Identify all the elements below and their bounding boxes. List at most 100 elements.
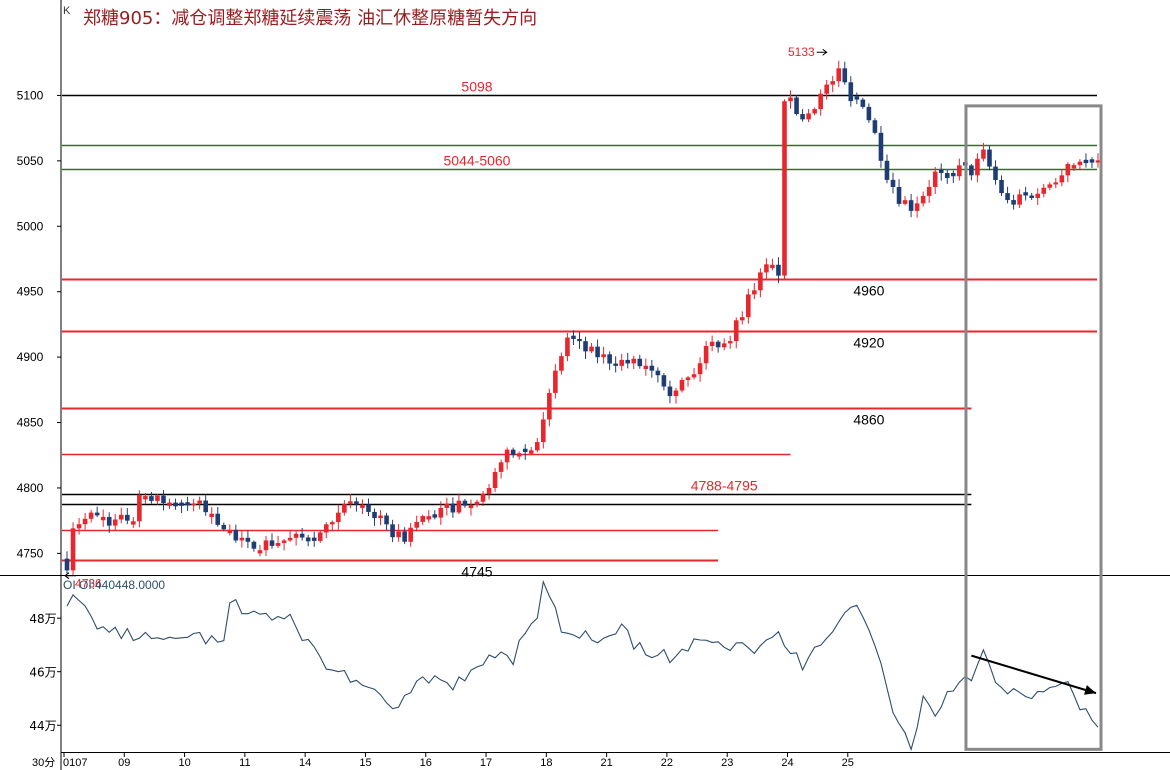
price-levels: 5098 5044-5060 4960 4920 4860 4788-4795 4745 bbox=[62, 79, 1097, 580]
candle bbox=[860, 97, 866, 109]
candle bbox=[607, 351, 612, 371]
time-axis: 0107 09 10 11 14 15 16 17 18 21 22 23 24 25 bbox=[63, 752, 854, 769]
candle bbox=[474, 499, 480, 508]
candle bbox=[149, 492, 154, 504]
candle-body bbox=[203, 500, 208, 513]
candle bbox=[317, 530, 323, 543]
candle bbox=[1071, 163, 1077, 172]
candle-body bbox=[999, 179, 1004, 194]
candle-body bbox=[209, 513, 215, 517]
candle bbox=[112, 513, 118, 531]
candle bbox=[957, 158, 962, 181]
candle-body bbox=[257, 550, 263, 554]
candle-body bbox=[100, 516, 106, 521]
candle bbox=[348, 494, 353, 509]
candle bbox=[179, 499, 184, 514]
candle-body bbox=[993, 166, 998, 180]
candle-body bbox=[1017, 194, 1022, 205]
candle-body bbox=[613, 363, 618, 366]
candle-body bbox=[456, 500, 462, 513]
candle bbox=[131, 517, 136, 528]
candle-body bbox=[408, 527, 413, 542]
candle-body bbox=[263, 540, 269, 551]
candle bbox=[565, 332, 570, 362]
candle bbox=[450, 497, 456, 518]
candle-body bbox=[450, 503, 456, 513]
candle bbox=[275, 535, 281, 548]
candle bbox=[951, 170, 956, 184]
candle bbox=[486, 483, 492, 500]
candle bbox=[197, 496, 202, 510]
candle bbox=[137, 490, 142, 528]
candle-body bbox=[293, 533, 299, 538]
candle-body bbox=[1011, 200, 1016, 205]
candle-body bbox=[64, 558, 70, 571]
candle bbox=[414, 515, 420, 532]
candle-body bbox=[697, 363, 703, 375]
candle bbox=[1005, 186, 1010, 204]
candle bbox=[1017, 189, 1022, 208]
candle-body bbox=[890, 179, 896, 187]
candle bbox=[619, 353, 624, 371]
candle bbox=[456, 493, 462, 515]
candle bbox=[854, 92, 860, 105]
candle-body bbox=[143, 496, 148, 500]
candle-body bbox=[372, 511, 377, 519]
candle-body bbox=[571, 335, 576, 339]
candle bbox=[975, 153, 980, 183]
candle-body bbox=[167, 502, 172, 506]
candle bbox=[806, 108, 811, 123]
time-tick-label: 18 bbox=[540, 757, 552, 769]
candle-body bbox=[239, 537, 245, 541]
candle bbox=[492, 468, 498, 493]
candle-body bbox=[1077, 161, 1083, 166]
candle-body bbox=[522, 448, 528, 453]
candle-body bbox=[655, 370, 661, 376]
candle-body bbox=[420, 516, 426, 522]
candle bbox=[384, 512, 389, 530]
candle bbox=[185, 496, 190, 511]
candle-body bbox=[396, 531, 401, 538]
candle-body bbox=[366, 504, 371, 512]
price-level-label: 4788-4795 bbox=[691, 478, 758, 494]
candle bbox=[88, 509, 94, 523]
candle bbox=[878, 126, 884, 168]
candle bbox=[1011, 194, 1016, 210]
candle bbox=[541, 412, 546, 449]
candle bbox=[378, 510, 383, 526]
candle-body bbox=[547, 392, 552, 420]
candle-body bbox=[595, 346, 600, 358]
candle bbox=[715, 340, 721, 353]
candle-body bbox=[414, 521, 420, 528]
price-tick-label: 4900 bbox=[17, 350, 44, 364]
candle bbox=[589, 342, 594, 354]
highlight-box bbox=[964, 104, 1103, 751]
candle-body bbox=[317, 532, 323, 541]
candle-body bbox=[1005, 193, 1010, 201]
candle bbox=[631, 355, 637, 370]
candle-body bbox=[884, 160, 890, 180]
time-tick-label: 22 bbox=[661, 757, 673, 769]
candle-body bbox=[685, 377, 691, 381]
candle bbox=[329, 520, 335, 532]
candle bbox=[293, 531, 299, 546]
candle bbox=[1089, 157, 1095, 168]
candle-body bbox=[866, 106, 872, 121]
candle-body bbox=[752, 290, 757, 295]
candle bbox=[100, 509, 106, 527]
candle bbox=[366, 498, 371, 516]
candle-body bbox=[872, 120, 878, 133]
candle bbox=[559, 352, 564, 375]
price-level-label: 4920 bbox=[853, 335, 884, 351]
time-tick-label: 24 bbox=[781, 757, 793, 769]
candle-body bbox=[480, 493, 486, 502]
candle-body bbox=[661, 375, 667, 387]
candle bbox=[480, 490, 486, 507]
candle bbox=[697, 357, 703, 382]
candle-body bbox=[1083, 159, 1089, 164]
candle-body bbox=[498, 462, 504, 472]
candle bbox=[522, 444, 528, 460]
candle-body bbox=[492, 471, 498, 489]
candle bbox=[1077, 159, 1083, 171]
